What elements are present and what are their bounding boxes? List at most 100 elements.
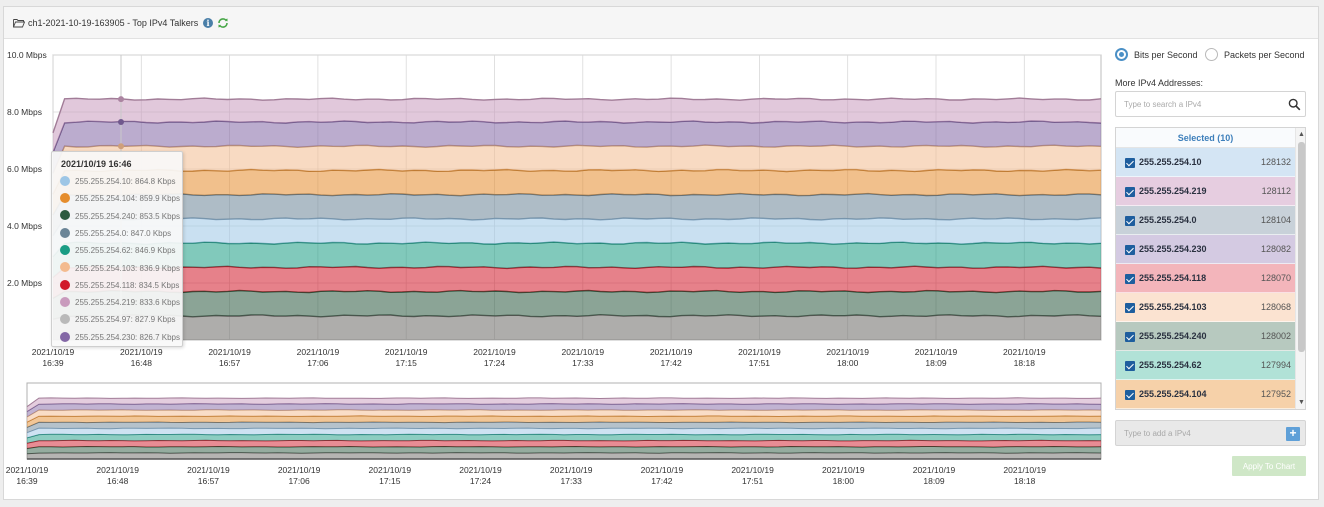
panel-header: ch1-2021-10-19-163905 - Top IPv4 Talkers… — [4, 7, 1318, 39]
overview-x-tick-date: 2021/10/19 — [96, 465, 139, 475]
x-tick-date: 2021/10/19 — [32, 347, 75, 357]
overview-x-tick-date: 2021/10/19 — [913, 465, 956, 475]
ipv4-count: 128002 — [1260, 331, 1291, 341]
ipv4-address: 255.255.254.219 — [1139, 186, 1207, 196]
scroll-down-arrow-icon[interactable]: ▼ — [1298, 399, 1305, 406]
x-tick-date: 2021/10/19 — [208, 347, 251, 357]
overview-x-tick-time: 18:00 — [833, 476, 855, 486]
tooltip-row: 255.255.254.97: 827.9 Kbps — [60, 314, 182, 328]
selected-ipv4-list: Selected (10) 255.255.254.10 128132 255.25… — [1115, 127, 1306, 410]
overview-x-tick-time: 16:48 — [107, 476, 129, 486]
ipv4-checkbox[interactable] — [1125, 332, 1135, 342]
tooltip-row-label: 255.255.254.104: 859.9 Kbps — [75, 194, 180, 204]
chart-tooltip: 2021/10/19 16:46 255.255.254.10: 864.8 K… — [51, 151, 183, 347]
series-color-dot-icon — [60, 279, 70, 290]
main-stacked-area-chart[interactable]: 10.0 Mbps 8.0 Mbps 6.0 Mbps 4.0 Mbps 2.0 Mbp… — [0, 0, 1110, 380]
selected-ipv4-row[interactable]: 255.255.254.118 128070 — [1116, 264, 1295, 293]
selected-ipv4-row[interactable]: 255.255.254.219 128112 — [1116, 177, 1295, 206]
refresh-icon[interactable] — [217, 17, 229, 29]
overview-x-tick-time: 17:42 — [651, 476, 673, 486]
overview-navigator-chart[interactable]: 2021/10/1916:392021/10/1916:482021/10/19… — [0, 0, 1110, 500]
series-area — [53, 169, 1101, 215]
selected-ipv4-row[interactable]: 255.255.254.104 127952 — [1116, 380, 1295, 409]
series-color-dot-icon — [60, 245, 70, 256]
ipv4-checkbox[interactable] — [1125, 158, 1135, 168]
ipv4-address: 255.255.254.10 — [1139, 157, 1202, 167]
series-color-dot-icon — [60, 227, 70, 238]
x-tick-time: 17:15 — [396, 358, 418, 368]
hover-point — [118, 143, 124, 150]
series-area — [53, 266, 1101, 299]
packets-per-second-radio[interactable] — [1205, 48, 1218, 61]
selected-ipv4-row[interactable]: 255.255.254.62 127994 — [1116, 351, 1295, 380]
selected-ipv4-row[interactable]: 255.255.254.103 128068 — [1116, 293, 1295, 322]
overview-x-tick-time: 18:18 — [1014, 476, 1036, 486]
add-ipv4-box: + — [1115, 420, 1306, 446]
tooltip-title: 2021/10/19 16:46 — [61, 159, 132, 169]
info-icon[interactable]: i — [203, 18, 213, 28]
x-tick-time: 17:33 — [572, 358, 594, 368]
tooltip-row-label: 255.255.254.97: 827.9 Kbps — [75, 315, 176, 325]
x-tick-date: 2021/10/19 — [120, 347, 163, 357]
x-tick-time: 16:48 — [131, 358, 153, 368]
list-scrollbar[interactable]: ▲ ▼ — [1295, 128, 1305, 409]
series-color-dot-icon — [60, 193, 70, 204]
x-tick-time: 17:51 — [749, 358, 771, 368]
series-line — [26, 397, 1102, 408]
x-tick-date: 2021/10/19 — [915, 347, 958, 357]
overview-x-tick-date: 2021/10/19 — [187, 465, 230, 475]
series-area — [53, 98, 1101, 153]
tooltip-row: 255.255.254.0: 847.0 Kbps — [60, 227, 182, 242]
overview-x-tick-time: 17:15 — [379, 476, 401, 486]
series-area — [53, 314, 1101, 340]
ipv4-address: 255.255.254.62 — [1139, 360, 1202, 370]
tooltip-row: 255.255.254.10: 864.8 Kbps — [60, 175, 182, 190]
tooltip-row-label: 255.255.254.10: 864.8 Kbps — [75, 177, 176, 186]
ipv4-address: 255.255.254.230 — [1139, 244, 1207, 254]
apply-to-chart-button[interactable]: Apply To Chart — [1232, 456, 1306, 476]
x-tick-date: 2021/10/19 — [297, 347, 340, 357]
add-ipv4-input[interactable] — [1124, 427, 1274, 440]
add-ipv4-button[interactable]: + — [1286, 427, 1300, 441]
x-tick-time: 16:57 — [219, 358, 241, 368]
bits-per-second-radio[interactable] — [1115, 48, 1128, 61]
tooltip-row: 255.255.254.62: 846.9 Kbps — [60, 245, 182, 259]
selected-ipv4-row[interactable]: 255.255.254.10 128132 — [1116, 148, 1295, 177]
hover-point — [118, 96, 124, 103]
selected-ipv4-row[interactable]: 255.255.254.0 128104 — [1116, 206, 1295, 235]
ipv4-checkbox[interactable] — [1125, 245, 1135, 255]
tooltip-row-label: 255.255.254.0: 847.0 Kbps — [75, 228, 172, 238]
ipv4-checkbox[interactable] — [1125, 187, 1135, 197]
ipv4-checkbox[interactable] — [1125, 361, 1135, 371]
x-tick-date: 2021/10/19 — [738, 347, 781, 357]
x-tick-time: 17:42 — [660, 358, 682, 368]
selected-count-header: Selected (10) — [1116, 128, 1295, 148]
search-ipv4-input[interactable] — [1124, 97, 1279, 111]
x-tick-date: 2021/10/19 — [562, 347, 605, 357]
overview-x-tick-date: 2021/10/19 — [641, 465, 684, 475]
series-area — [27, 422, 1101, 433]
ipv4-checkbox[interactable] — [1125, 216, 1135, 226]
series-area — [27, 440, 1101, 449]
overview-x-tick-date: 2021/10/19 — [459, 465, 502, 475]
x-tick-time: 16:39 — [42, 358, 64, 368]
ipv4-checkbox[interactable] — [1125, 274, 1135, 284]
series-line — [52, 97, 1102, 134]
hover-point — [118, 118, 124, 125]
search-icon[interactable] — [1288, 98, 1301, 111]
bits-per-second-label: Bits per Second — [1134, 50, 1198, 60]
x-tick-date: 2021/10/19 — [650, 347, 693, 357]
selected-ipv4-row[interactable]: 255.255.254.240 128002 — [1116, 322, 1295, 351]
ipv4-checkbox[interactable] — [1125, 390, 1135, 400]
overview-x-tick-date: 2021/10/19 — [369, 465, 412, 475]
series-area — [53, 242, 1101, 278]
ipv4-address: 255.255.254.104 — [1139, 389, 1207, 399]
folder-open-icon — [13, 19, 25, 28]
scroll-up-arrow-icon[interactable]: ▲ — [1298, 131, 1305, 138]
selected-ipv4-row[interactable]: 255.255.254.230 128082 — [1116, 235, 1295, 264]
ipv4-count: 128112 — [1261, 186, 1291, 196]
overview-x-tick-time: 17:33 — [561, 476, 583, 486]
ipv4-checkbox[interactable] — [1125, 303, 1135, 313]
scroll-thumb[interactable] — [1298, 142, 1305, 352]
x-tick-date: 2021/10/19 — [1003, 347, 1046, 357]
